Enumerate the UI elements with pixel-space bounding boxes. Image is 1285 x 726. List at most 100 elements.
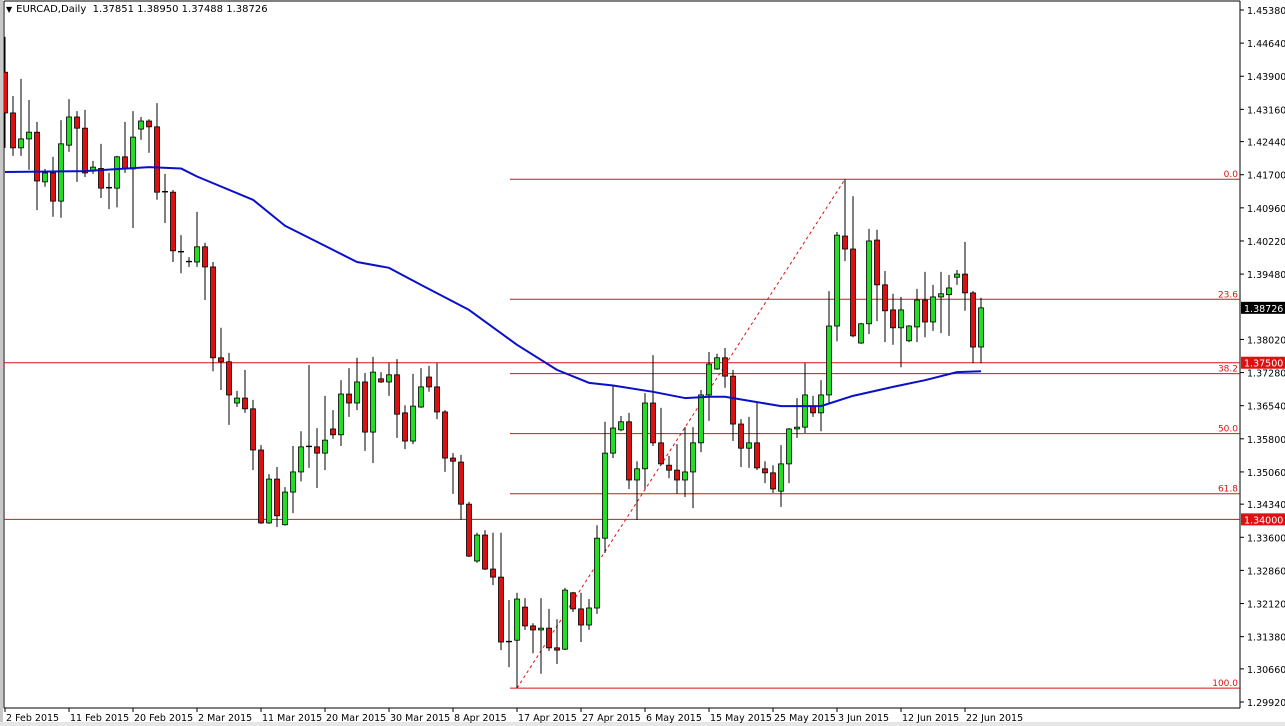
candle-bear — [450, 457, 456, 462]
y-tick-label: 1.34340 — [1247, 500, 1285, 511]
y-tick-label: 1.29920 — [1247, 698, 1285, 709]
current-price-label: 1.38726 — [1244, 304, 1283, 315]
x-tick-label: 2 Feb 2015 — [6, 713, 59, 724]
fib-level-label: 61.8 — [1218, 485, 1238, 495]
candle-bull — [778, 463, 784, 492]
ohlc-readout: 1.37851 1.38950 1.37488 1.38726 — [92, 4, 268, 15]
candle-bear — [490, 568, 496, 578]
candle-bull — [618, 421, 624, 431]
x-tick-label: 3 Jun 2015 — [838, 713, 889, 724]
candle-bear — [626, 421, 632, 481]
candle-bull — [234, 397, 240, 404]
candle-bull — [66, 116, 72, 146]
candle-bear — [546, 627, 552, 649]
candle-bull — [698, 394, 704, 444]
candle-bear — [82, 127, 88, 174]
candle-bull — [338, 393, 344, 436]
fib-level-label: 38.2 — [1218, 365, 1238, 375]
candle-bull — [138, 120, 144, 130]
candle-bull — [418, 386, 424, 408]
candle-bull — [114, 156, 120, 189]
candle-bull — [266, 478, 272, 524]
candle-bear — [274, 478, 280, 517]
y-tick-label: 1.32120 — [1247, 600, 1285, 611]
y-tick-label: 1.33600 — [1247, 533, 1285, 544]
candle-bull — [642, 402, 648, 470]
window-edge — [0, 0, 3, 726]
candle-bull — [898, 309, 904, 329]
candle-bear — [10, 112, 16, 149]
y-tick-label: 1.36540 — [1247, 402, 1285, 413]
y-tick-label: 1.37280 — [1247, 369, 1285, 380]
candle-bear — [962, 273, 968, 294]
candle-bear — [810, 405, 816, 414]
candle-bear — [658, 442, 664, 465]
candle-bear — [882, 284, 888, 312]
candle-bull — [602, 452, 608, 539]
x-tick-label: 22 Jun 2015 — [966, 713, 1023, 724]
price-tag-bg — [1241, 356, 1285, 369]
candle-bull — [978, 307, 984, 348]
candle-bull — [194, 246, 200, 263]
fib-trendline — [516, 178, 846, 689]
chart-header: ▼ EURCAD,Daily 1.37851 1.38950 1.37488 1.… — [6, 4, 268, 15]
candle-bear — [874, 239, 880, 286]
candle-bull — [290, 471, 296, 493]
candle-bull — [938, 293, 944, 298]
candle-bear — [570, 592, 576, 610]
candle-bear — [4, 71, 8, 114]
moving-average-line — [4, 166, 982, 408]
candle-bull — [634, 468, 640, 481]
current-price-tag-bg — [1241, 301, 1285, 314]
x-tick-label: 20 Feb 2015 — [134, 713, 193, 724]
x-tick-label: 11 Feb 2015 — [70, 713, 129, 724]
candle-bear — [98, 168, 104, 189]
triangle-down-icon[interactable]: ▼ — [6, 5, 13, 14]
y-tick-label: 1.45380 — [1247, 6, 1285, 17]
x-tick-label: 8 Apr 2015 — [454, 713, 507, 724]
candle-bull — [58, 143, 64, 202]
candle-bear — [394, 374, 400, 415]
candle-bull — [282, 491, 288, 526]
x-tick-label: 30 Mar 2015 — [390, 713, 450, 724]
candle-bull — [930, 296, 936, 323]
candle-bull — [18, 138, 24, 149]
candle-bear — [346, 393, 352, 404]
x-tick-label: 15 May 2015 — [710, 713, 772, 724]
candle-bull — [130, 136, 136, 170]
candle-bear — [770, 472, 776, 490]
candle-bear — [74, 116, 80, 129]
candle-bull — [786, 428, 792, 465]
candle-bull — [826, 325, 832, 396]
axes: 1.45380 1.44640 1.43900 1.43160 1.42440 1.417… — [4, 6, 1285, 724]
y-tick-label: 1.44640 — [1247, 39, 1285, 50]
candle-bear — [482, 534, 488, 570]
y-tick-label: 1.43160 — [1247, 105, 1285, 116]
candle-bull — [322, 439, 328, 454]
candle-bear — [762, 468, 768, 474]
candle-bull — [794, 426, 800, 430]
candle-bear — [434, 386, 440, 413]
candle-bull — [538, 627, 544, 631]
candle-bear — [578, 608, 584, 626]
candle-bull — [586, 607, 592, 626]
x-tick-label: 27 Apr 2015 — [582, 713, 641, 724]
candle-bear — [402, 412, 408, 442]
price-tag-label: 1.37500 — [1244, 359, 1283, 370]
y-tick-label: 1.40960 — [1247, 204, 1285, 215]
candle-bull — [370, 371, 376, 433]
y-tick-label: 1.41700 — [1247, 171, 1285, 182]
candle-bear — [426, 376, 432, 388]
candle-bear — [146, 120, 152, 128]
candle-bull — [834, 234, 840, 327]
y-tick-label: 1.32860 — [1247, 566, 1285, 577]
candle-bull — [682, 471, 688, 481]
candle-bear — [466, 503, 472, 557]
candle-bear — [202, 246, 208, 268]
window-bottom-edge — [0, 722, 1285, 726]
x-tick-label: 12 Jun 2015 — [902, 713, 959, 724]
candle-bear — [170, 191, 176, 252]
candle-bear — [378, 378, 384, 383]
price-tag-label: 1.34000 — [1244, 515, 1283, 526]
